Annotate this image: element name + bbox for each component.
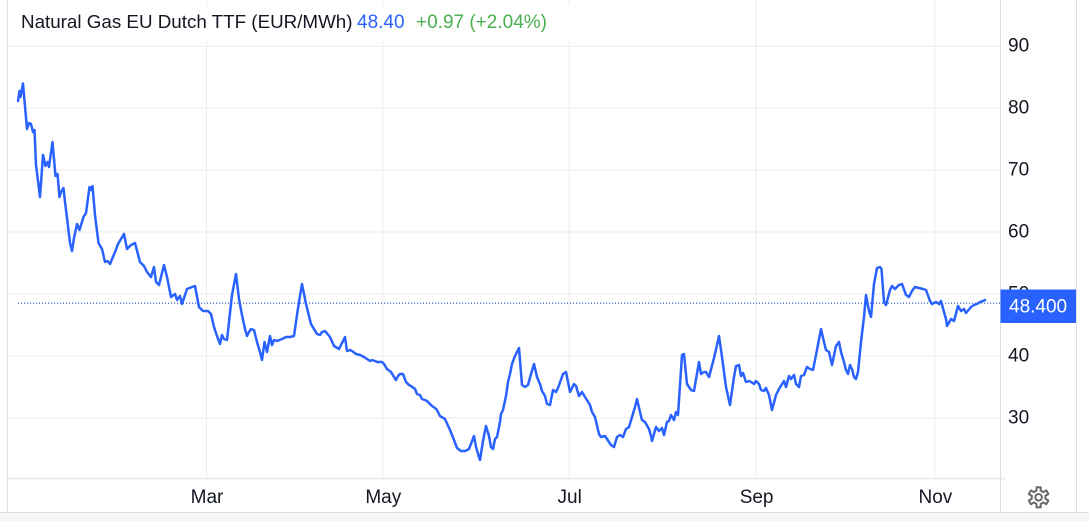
- svg-text:Mar: Mar: [191, 487, 224, 508]
- svg-text:48.40: 48.40: [357, 12, 405, 33]
- svg-text:Nov: Nov: [919, 487, 953, 508]
- svg-text:60: 60: [1008, 221, 1029, 242]
- svg-text:40: 40: [1008, 345, 1029, 366]
- svg-text:90: 90: [1008, 36, 1029, 57]
- svg-text:30: 30: [1008, 407, 1029, 428]
- svg-text:+0.97 (+2.04%): +0.97 (+2.04%): [416, 12, 547, 33]
- svg-text:48.400: 48.400: [1009, 297, 1067, 318]
- svg-text:Sep: Sep: [740, 487, 774, 508]
- svg-text:May: May: [365, 487, 401, 508]
- svg-text:70: 70: [1008, 160, 1029, 181]
- svg-text:Natural Gas EU Dutch TTF (EUR/: Natural Gas EU Dutch TTF (EUR/MWh): [21, 11, 353, 32]
- svg-text:80: 80: [1008, 98, 1029, 119]
- svg-text:Jul: Jul: [558, 487, 582, 508]
